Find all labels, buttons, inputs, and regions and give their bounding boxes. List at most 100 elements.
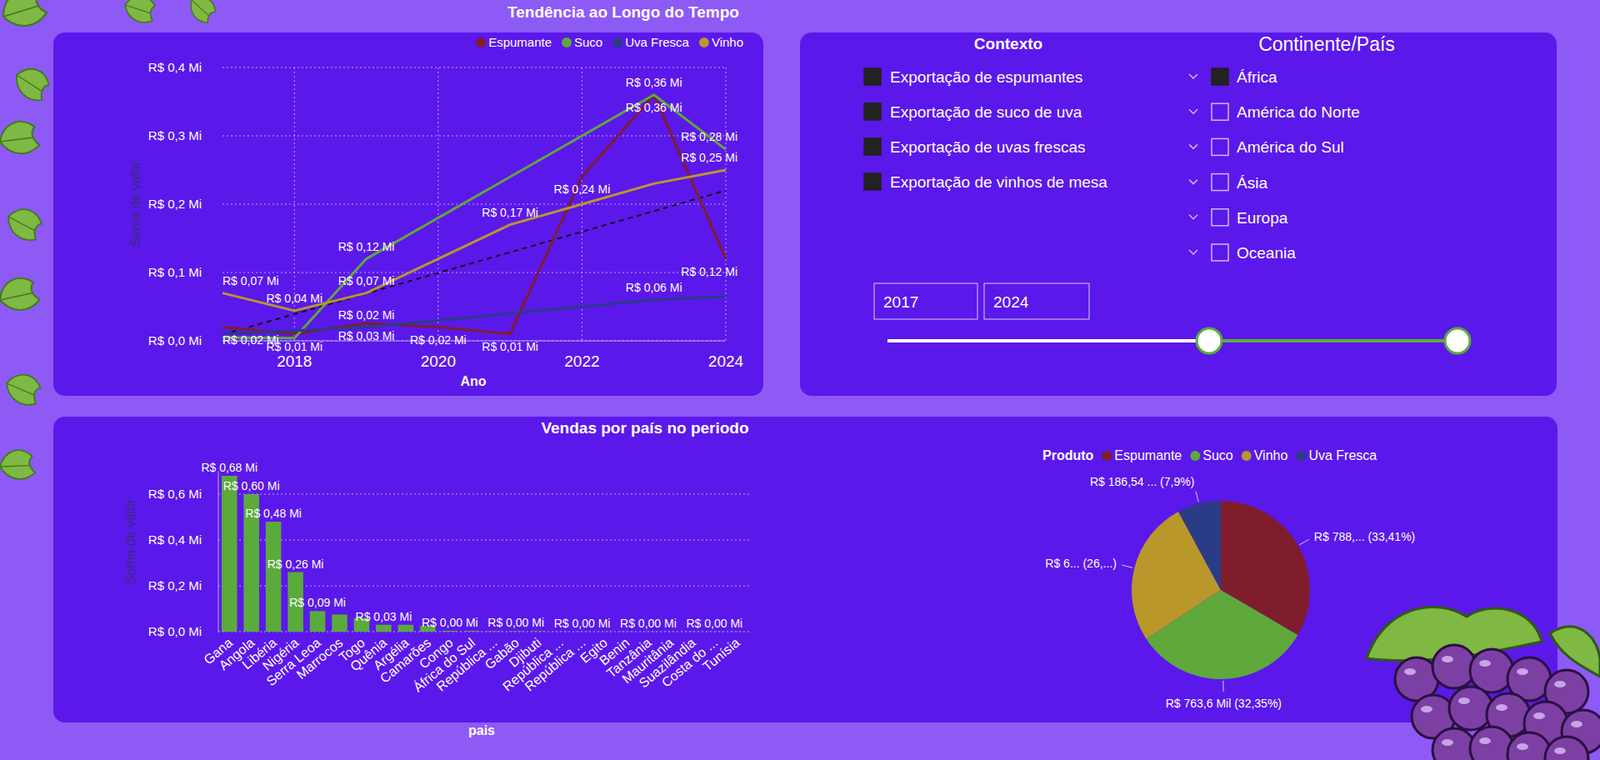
checkbox[interactable] bbox=[1211, 138, 1229, 155]
grid-line bbox=[222, 67, 726, 69]
leaf-shape bbox=[185, 0, 220, 26]
leaf-shape bbox=[0, 274, 41, 315]
bar bbox=[398, 625, 415, 632]
grape bbox=[1545, 736, 1589, 760]
chevron[interactable] bbox=[1189, 250, 1198, 255]
checkbox[interactable] bbox=[1211, 68, 1229, 85]
slicer-item[interactable]: Exportação de vinhos de mesa bbox=[890, 173, 1108, 191]
data-label: R$ 0,36 Mi bbox=[625, 75, 683, 90]
bar bbox=[552, 630, 569, 632]
legend-swatch bbox=[1101, 450, 1112, 461]
legend-label: Uva Fresca bbox=[625, 35, 690, 50]
legend: ProdutoEspumanteSucoVinhoUva Fresca bbox=[1042, 448, 1377, 463]
chevron[interactable] bbox=[1189, 74, 1198, 79]
grape-shine bbox=[1404, 668, 1416, 675]
checkbox[interactable] bbox=[1211, 244, 1229, 261]
slider-track bbox=[887, 339, 1210, 343]
data-label: R$ 0,02 Mi bbox=[410, 333, 467, 347]
slicer-item[interactable]: Oceania bbox=[1236, 244, 1296, 262]
leaf-vein bbox=[5, 383, 35, 395]
chevron[interactable] bbox=[1189, 180, 1198, 185]
tick-label: 2020 bbox=[420, 352, 456, 370]
grape-shine bbox=[1554, 747, 1566, 755]
grape-shine bbox=[1554, 680, 1566, 688]
chevron[interactable] bbox=[1189, 215, 1198, 220]
leaf-vein bbox=[0, 464, 30, 469]
data-label: R$ 0,00 Mi bbox=[421, 615, 479, 630]
bar bbox=[574, 630, 590, 632]
year-box[interactable] bbox=[984, 283, 1090, 320]
checkbox[interactable] bbox=[1211, 174, 1229, 191]
legend-label: Suco bbox=[574, 35, 603, 50]
chevron[interactable] bbox=[1189, 109, 1198, 114]
slider-range bbox=[1209, 339, 1458, 343]
data-label: R$ 0,00 Mi bbox=[620, 616, 677, 630]
data-label: R$ 0,00 Mi bbox=[554, 616, 611, 630]
slicer-item[interactable]: América do Sul bbox=[1236, 138, 1345, 156]
slicer-item[interactable]: América do Norte bbox=[1236, 103, 1360, 121]
checkbox[interactable] bbox=[864, 173, 881, 190]
slicer-item[interactable]: Ásia bbox=[1236, 174, 1268, 192]
legend-label: Vinho bbox=[1254, 448, 1289, 463]
leader-line bbox=[1195, 491, 1199, 503]
leader-line bbox=[1222, 680, 1224, 692]
slicer-item[interactable]: Europa bbox=[1236, 209, 1289, 227]
bar bbox=[640, 630, 657, 632]
leaf-shape bbox=[0, 0, 50, 33]
bar bbox=[618, 630, 635, 632]
slicer-item[interactable]: Exportação de uvas frescas bbox=[890, 138, 1085, 156]
tick-label: R$ 0,4 Mi bbox=[148, 60, 202, 75]
checkbox[interactable] bbox=[864, 68, 881, 85]
plot bbox=[222, 95, 726, 339]
series-line bbox=[222, 95, 726, 335]
bar bbox=[685, 630, 701, 632]
data-label: R$ 0,48 Mi bbox=[245, 506, 302, 520]
grape-shine bbox=[1441, 655, 1454, 663]
grape-leaf bbox=[1550, 626, 1600, 677]
chevron[interactable] bbox=[1189, 144, 1198, 149]
legend-label: Espumante bbox=[1114, 448, 1182, 463]
checkbox[interactable] bbox=[1211, 209, 1229, 226]
series-line bbox=[222, 95, 726, 339]
bar bbox=[331, 614, 348, 632]
tick-label: R$ 0,1 Mi bbox=[148, 265, 202, 280]
year-box[interactable] bbox=[874, 283, 978, 320]
leader-line bbox=[1300, 539, 1310, 545]
title: Tendência ao Longo do Tempo bbox=[507, 3, 740, 21]
slider-handle[interactable] bbox=[1445, 328, 1470, 354]
checkbox[interactable] bbox=[864, 138, 881, 155]
leaf bbox=[0, 0, 50, 33]
category-label: República ... bbox=[521, 635, 588, 694]
title: Vendas por país no periodo bbox=[540, 419, 749, 437]
data-label: R$ 0,03 Mi bbox=[355, 610, 413, 624]
data-label: R$ 0,00 Mi bbox=[685, 616, 743, 630]
bar bbox=[706, 630, 723, 632]
tick-label: 2018 bbox=[276, 352, 312, 370]
bar bbox=[596, 630, 613, 632]
legend-swatch bbox=[475, 37, 486, 48]
bar bbox=[508, 630, 525, 632]
data-label: R$ 186,54 ... (7,9%) bbox=[1090, 475, 1195, 489]
slider-handle[interactable] bbox=[1196, 328, 1222, 354]
panel-line bbox=[53, 32, 764, 396]
checkbox[interactable] bbox=[1211, 103, 1229, 120]
tick-label: 2022 bbox=[564, 352, 600, 370]
slicer-item[interactable]: África bbox=[1236, 68, 1278, 86]
leaf bbox=[0, 449, 36, 481]
bar bbox=[464, 630, 480, 632]
bar bbox=[485, 630, 502, 632]
slicer-item[interactable]: Exportação de suco de uva bbox=[890, 103, 1083, 121]
tick-label: R$ 0,6 Mi bbox=[148, 486, 202, 501]
legend-swatch bbox=[561, 37, 572, 48]
checkbox[interactable] bbox=[864, 103, 881, 120]
slicer-item[interactable]: Exportação de espumantes bbox=[890, 68, 1083, 86]
grid-line bbox=[437, 67, 439, 341]
grape-shine bbox=[1441, 739, 1454, 746]
grape-shine bbox=[1495, 704, 1508, 711]
bar bbox=[442, 630, 459, 632]
leaf-vein bbox=[7, 216, 35, 231]
plot bbox=[221, 475, 745, 632]
grid-line bbox=[218, 494, 750, 495]
leaf-shape bbox=[0, 119, 41, 158]
grid-line bbox=[725, 67, 727, 341]
